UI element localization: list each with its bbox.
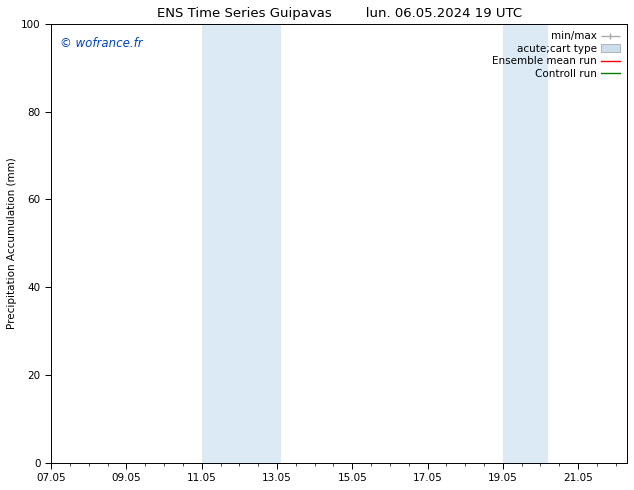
Bar bbox=[503, 24, 548, 463]
Text: © wofrance.fr: © wofrance.fr bbox=[60, 37, 143, 50]
Title: ENS Time Series Guipavas        lun. 06.05.2024 19 UTC: ENS Time Series Guipavas lun. 06.05.2024… bbox=[157, 7, 522, 20]
Y-axis label: Precipitation Accumulation (mm): Precipitation Accumulation (mm) bbox=[7, 157, 17, 329]
Legend: min/max, acute;cart type, Ensemble mean run, Controll run: min/max, acute;cart type, Ensemble mean … bbox=[490, 29, 622, 81]
Bar bbox=[202, 24, 281, 463]
